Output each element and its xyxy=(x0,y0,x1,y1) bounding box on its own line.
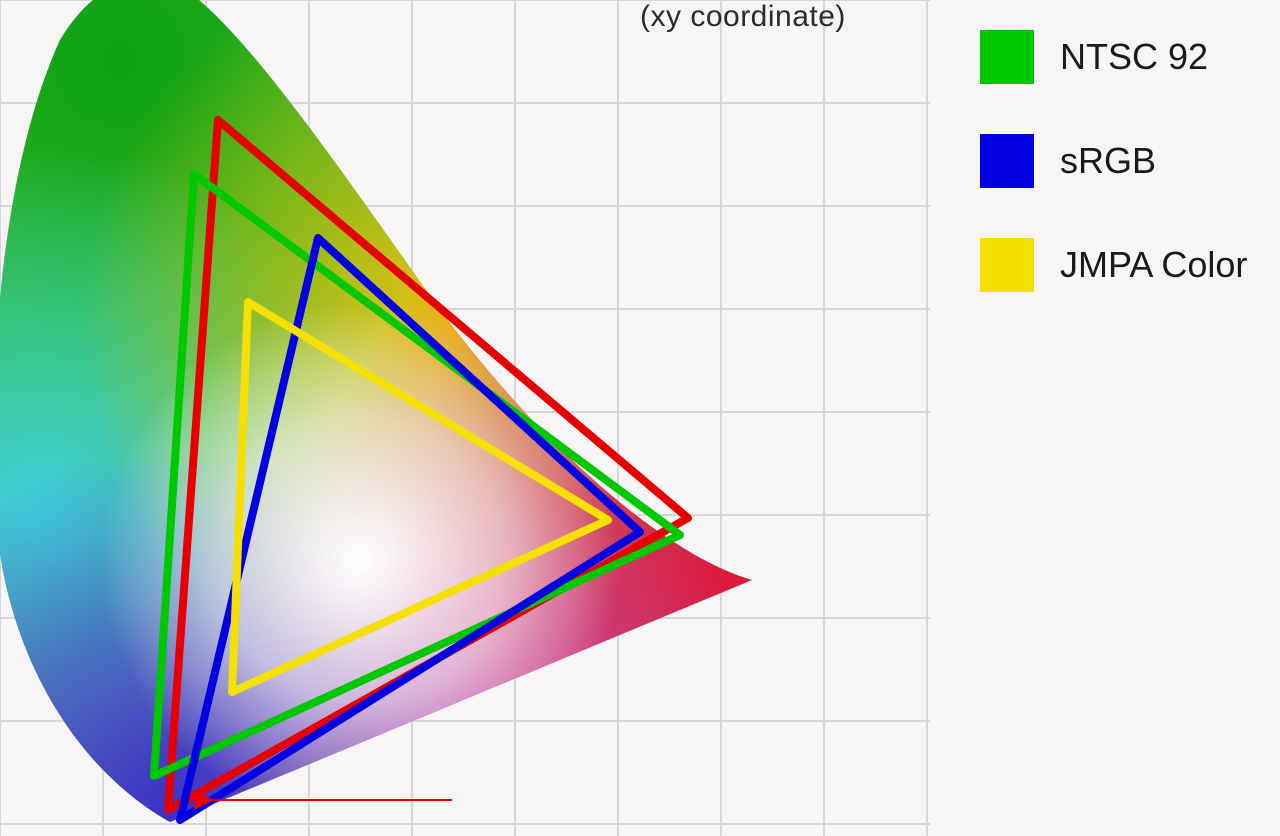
legend-swatch-jmpa xyxy=(980,238,1034,292)
legend-swatch-ntsc92 xyxy=(980,30,1034,84)
legend-swatch-srgb xyxy=(980,134,1034,188)
chromaticity-diagram: (xy coordinate) NTSC 92 sRGB JMPA Color xyxy=(0,0,1280,836)
subtitle: (xy coordinate) xyxy=(640,0,846,34)
legend-item-srgb: sRGB xyxy=(980,134,1247,188)
legend-label-srgb: sRGB xyxy=(1060,140,1156,182)
legend-item-jmpa: JMPA Color xyxy=(980,238,1247,292)
legend-label-ntsc92: NTSC 92 xyxy=(1060,36,1208,78)
legend: NTSC 92 sRGB JMPA Color xyxy=(980,30,1247,292)
legend-item-ntsc92: NTSC 92 xyxy=(980,30,1247,84)
legend-label-jmpa: JMPA Color xyxy=(1060,244,1247,286)
